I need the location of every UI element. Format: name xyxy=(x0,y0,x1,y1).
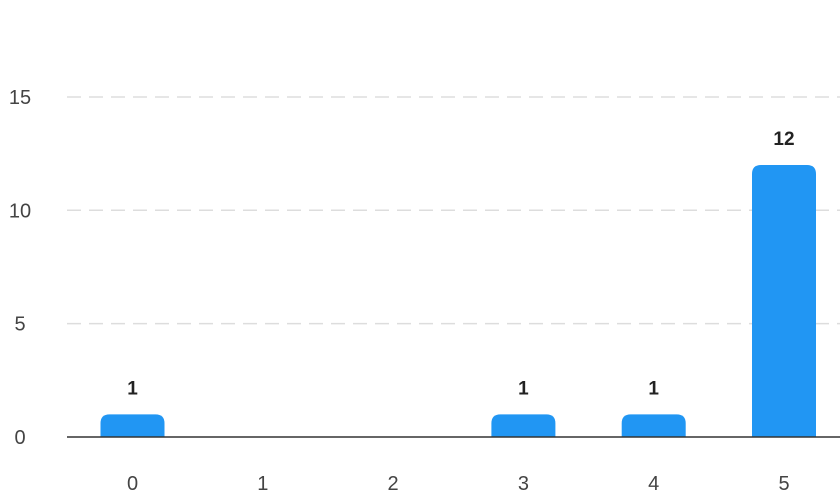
bar xyxy=(491,414,556,437)
bar xyxy=(752,164,816,437)
bar xyxy=(100,414,165,437)
bars xyxy=(100,164,816,437)
y-tick-label: 10 xyxy=(9,200,31,222)
x-tick-label: 0 xyxy=(127,473,138,495)
y-tick-label: 0 xyxy=(14,427,25,449)
data-label: 12 xyxy=(773,129,794,150)
gridlines xyxy=(67,96,840,325)
x-tick-label: 1 xyxy=(257,473,268,495)
data-labels: 1 1 1 12 xyxy=(127,129,794,399)
data-label: 1 xyxy=(648,378,659,399)
x-tick-label: 2 xyxy=(388,473,399,495)
data-label: 1 xyxy=(127,378,138,399)
y-tick-label: 5 xyxy=(14,314,25,336)
x-tick-label: 4 xyxy=(648,473,659,495)
x-tick-label: 5 xyxy=(778,473,789,495)
y-tick-label: 15 xyxy=(9,87,31,109)
data-label: 1 xyxy=(518,378,529,399)
bar xyxy=(621,414,686,437)
x-tick-label: 3 xyxy=(518,473,529,495)
